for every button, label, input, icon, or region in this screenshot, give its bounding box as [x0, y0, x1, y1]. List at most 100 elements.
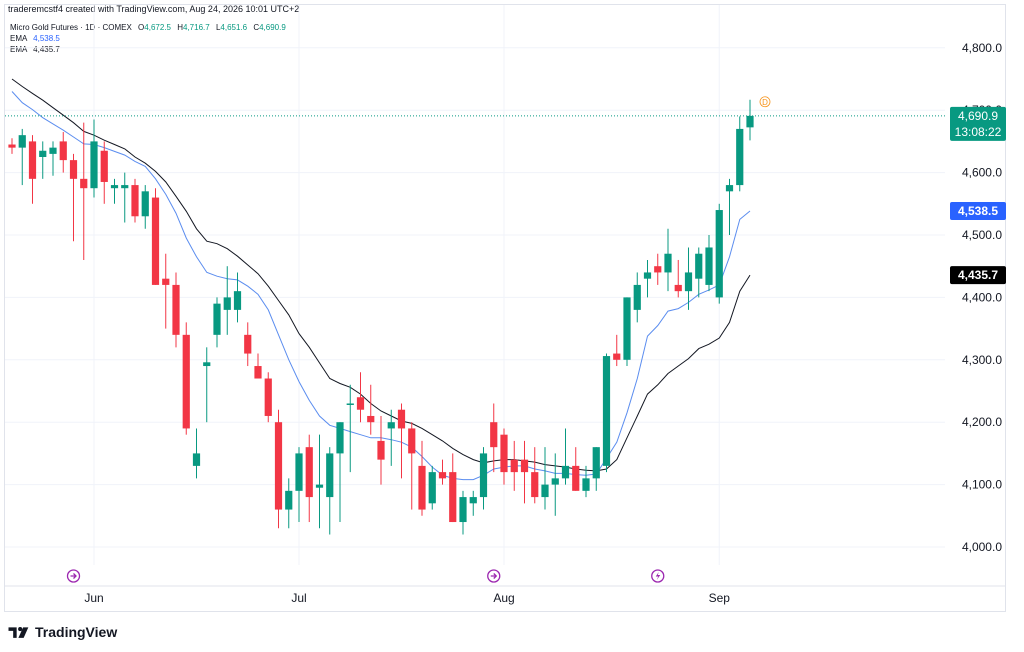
- candle-body: [172, 284, 180, 335]
- time-tick-label: Sep: [709, 591, 731, 605]
- ema-slow-line: [11, 78, 751, 472]
- tradingview-brand[interactable]: TradingView: [8, 624, 117, 640]
- candle-up: [746, 99, 754, 141]
- candle-up: [643, 259, 652, 298]
- countdown-label: 13:08:22: [955, 125, 1002, 139]
- candle-body: [746, 115, 754, 128]
- grid-lines: [5, 5, 945, 565]
- tradingview-logo-icon: [8, 627, 29, 638]
- ema-fast-tag-label: 4,538.5: [958, 204, 998, 218]
- price-tick-label: 4,800.0: [962, 41, 1002, 55]
- candle-body: [233, 291, 242, 310]
- candle-body: [551, 478, 559, 485]
- candle-body: [28, 141, 37, 179]
- candle-up: [18, 128, 26, 186]
- candle-down: [408, 422, 416, 510]
- candle-body: [531, 472, 539, 498]
- candle-body: [684, 272, 693, 292]
- price-tick-label: 4,100.0: [962, 478, 1002, 492]
- candle-up: [469, 490, 477, 516]
- candle-body: [387, 422, 395, 429]
- event-icon-glyph: [490, 573, 498, 579]
- candle-body: [274, 422, 283, 510]
- candle-body: [613, 353, 621, 360]
- price-tick-label: 4,500.0: [962, 228, 1002, 242]
- candle-body: [541, 484, 549, 498]
- candle-down: [654, 253, 662, 285]
- candle-up: [315, 434, 324, 529]
- calendar-event-icon: [487, 569, 501, 583]
- candle-body: [500, 434, 508, 473]
- candle-body: [469, 497, 477, 504]
- candle-body: [285, 490, 293, 510]
- time-axis[interactable]: Jun Jul Aug Sep: [5, 585, 1005, 605]
- time-tick-label: Jun: [84, 591, 103, 605]
- candle-body: [520, 459, 529, 473]
- candle-body: [213, 303, 221, 335]
- candle-body: [633, 284, 641, 310]
- ohlc-high: H4,716.7: [177, 23, 210, 32]
- chart-frame: [4, 4, 1006, 612]
- candle-body: [305, 447, 313, 498]
- candle-body: [736, 128, 744, 186]
- candle-down: [8, 138, 16, 154]
- symbol-title[interactable]: Micro Gold Futures · 1D · COMEX: [10, 23, 132, 32]
- event-markers: [66, 569, 665, 583]
- candle-body: [203, 362, 211, 367]
- candle-down: [151, 188, 160, 285]
- candle-up: [428, 465, 436, 510]
- candle-body: [572, 465, 580, 491]
- candle-body: [110, 185, 119, 189]
- candle-body: [39, 150, 47, 157]
- candle-up: [233, 272, 242, 323]
- candle-up: [715, 203, 723, 304]
- candle-up: [203, 347, 211, 423]
- candle-up: [213, 297, 221, 348]
- candle-body: [59, 141, 67, 161]
- candle-down: [172, 272, 180, 348]
- candle-body: [162, 278, 170, 285]
- time-tick-label: Jul: [291, 591, 306, 605]
- candle-body: [49, 147, 57, 154]
- price-tick-label: 4,600.0: [962, 166, 1002, 180]
- candle-down: [264, 372, 272, 423]
- candle-body: [315, 484, 324, 488]
- candle-down: [490, 403, 498, 473]
- price-tags: 4,690.9 13:08:22 4,538.5 4,435.7 D: [5, 96, 1006, 285]
- candle-body: [582, 478, 590, 491]
- candle-down: [613, 334, 621, 367]
- candle-body: [705, 247, 713, 285]
- candle-body: [438, 472, 447, 479]
- candle-up: [326, 447, 334, 535]
- candle-body: [623, 297, 631, 360]
- candle-body: [100, 150, 108, 182]
- price-tick-label: 4,000.0: [962, 540, 1002, 554]
- candle-body: [69, 160, 78, 179]
- price-chart[interactable]: 4,000.0 4,100.0 4,200.0 4,300.0 4,400.0 4,500…: [0, 0, 1024, 612]
- candle-body: [561, 465, 570, 479]
- candle-up: [49, 141, 57, 176]
- candle-body: [90, 141, 98, 189]
- candle-body: [418, 465, 426, 510]
- candle-body: [336, 422, 344, 454]
- ema-fast-legend[interactable]: EMA 4,538.5: [10, 33, 286, 44]
- price-tick-label: 4,200.0: [962, 415, 1002, 429]
- candle-down: [254, 353, 262, 379]
- candle-up: [623, 297, 631, 367]
- brand-name: TradingView: [35, 624, 118, 640]
- candle-body: [367, 415, 375, 423]
- symbol-row: Micro Gold Futures · 1D · COMEX O4,672.5…: [10, 22, 286, 33]
- candle-body: [490, 422, 498, 448]
- candle-body: [182, 334, 190, 429]
- ohlc-low: L4,651.6: [215, 23, 248, 32]
- ema-slow-legend[interactable]: EMA 4,435.7: [10, 44, 286, 55]
- candle-body: [8, 144, 16, 148]
- candle-up: [695, 247, 703, 298]
- candle-body: [674, 284, 682, 292]
- candle-up: [736, 116, 744, 192]
- candle-up: [39, 141, 47, 179]
- candle-down: [274, 409, 283, 529]
- dividend-marker[interactable]: [759, 96, 771, 108]
- candle-down: [520, 440, 529, 504]
- candle-down: [572, 447, 580, 491]
